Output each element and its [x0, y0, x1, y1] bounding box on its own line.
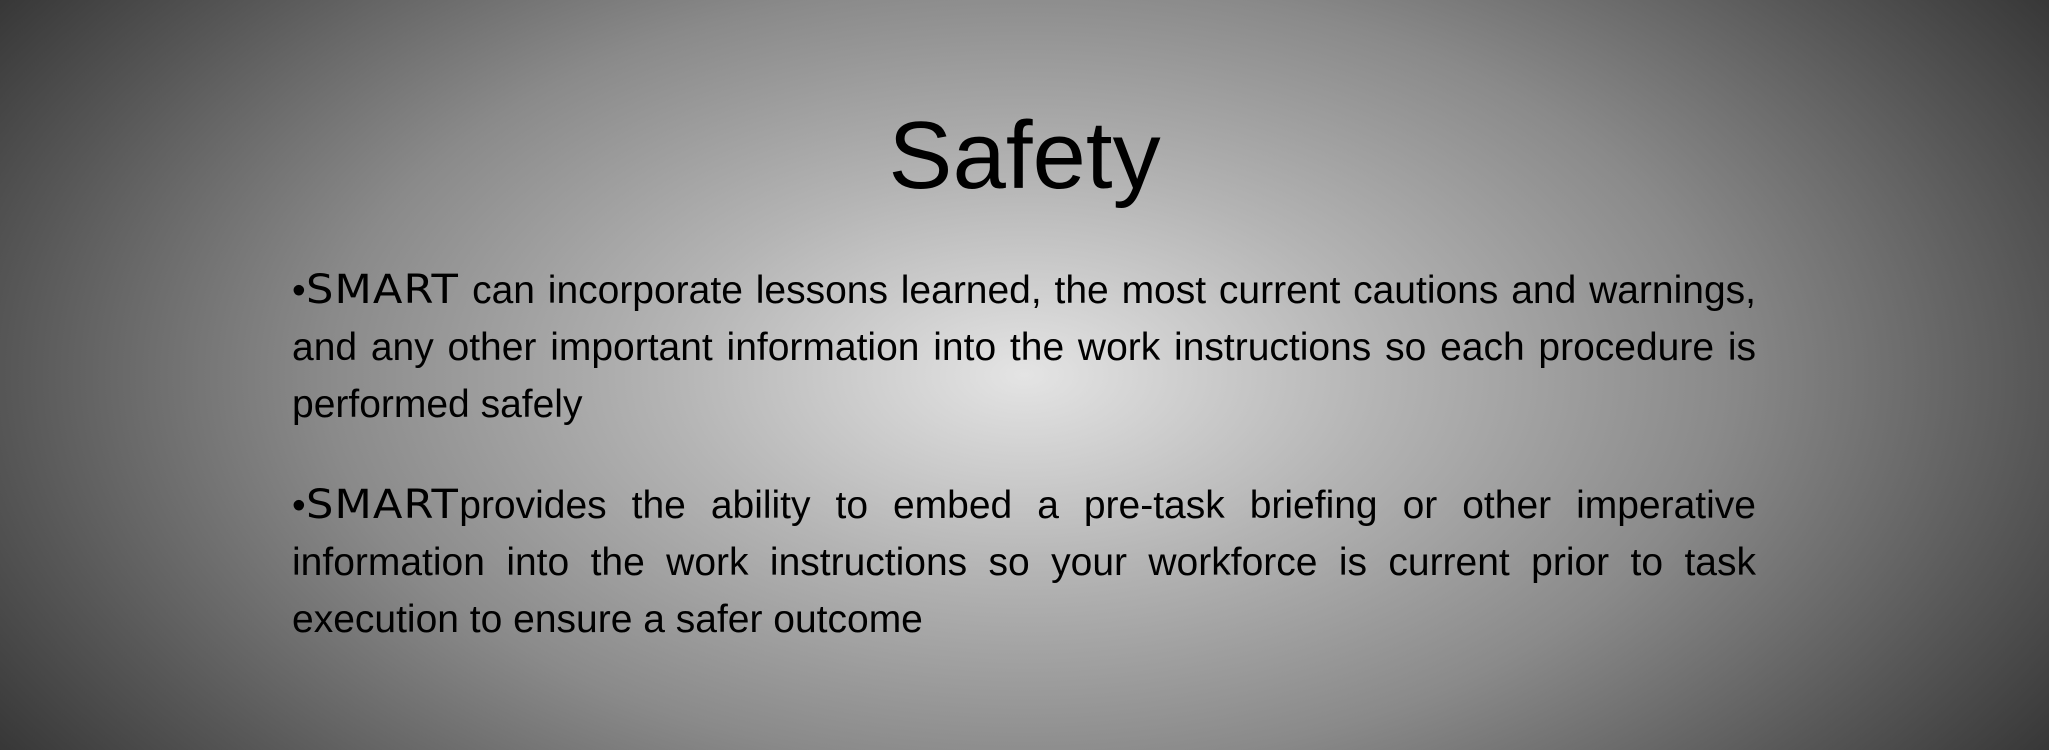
bullet-text: provides the ability to embed a pre-task… [292, 484, 1756, 641]
bullet-item: •SMARTprovides the ability to embed a pr… [292, 477, 1756, 648]
bullet-text: can incorporate lessons learned, the mos… [292, 269, 1756, 426]
bullet-marker: • [292, 484, 306, 527]
bullet-marker: • [292, 269, 306, 312]
smart-logo: SMART [305, 482, 459, 528]
bullet-list: •SMART can incorporate lessons learned, … [292, 262, 1756, 692]
smart-logo: SMART [305, 267, 459, 313]
slide-title: Safety [888, 102, 1161, 209]
bullet-item: •SMART can incorporate lessons learned, … [292, 262, 1756, 433]
